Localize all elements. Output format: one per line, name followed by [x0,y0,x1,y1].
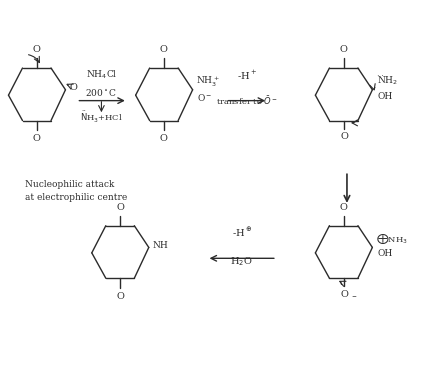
Text: . .: . . [377,69,384,78]
Text: $\ddot{\rm N}$H$_3$+HCl: $\ddot{\rm N}$H$_3$+HCl [80,110,123,125]
Text: O: O [340,45,348,54]
Text: O: O [70,84,78,92]
Text: O: O [160,134,168,144]
Text: OH: OH [378,92,393,101]
Text: O: O [33,45,41,54]
Text: NH$_3^+$: NH$_3^+$ [196,75,220,89]
Text: O$^-$: O$^-$ [197,92,212,103]
Text: H$_2$O: H$_2$O [230,255,253,268]
Text: NH$_4$Cl: NH$_4$Cl [86,68,117,81]
Text: transfer to $\bar{O}^-$: transfer to $\bar{O}^-$ [216,94,278,107]
Text: NH$_2$: NH$_2$ [377,74,398,87]
Text: NH: NH [153,241,168,250]
Text: O: O [340,203,348,212]
Text: O: O [116,203,124,212]
Text: 200$^\circ$C: 200$^\circ$C [85,87,118,98]
Text: OH: OH [378,250,393,258]
Text: -H$^\oplus$: -H$^\oplus$ [232,226,252,239]
Text: O: O [341,132,349,141]
Text: O: O [116,292,124,301]
Text: -H$^+$: -H$^+$ [237,69,257,82]
Text: $^-$: $^-$ [350,294,357,302]
Text: Nucleophilic attack
at electrophilic centre: Nucleophilic attack at electrophilic cen… [25,180,127,202]
Text: O: O [160,45,168,54]
Text: O: O [33,134,41,144]
Text: $\bigoplus$NH$_3$: $\bigoplus$NH$_3$ [376,233,408,247]
Text: O: O [341,290,349,299]
